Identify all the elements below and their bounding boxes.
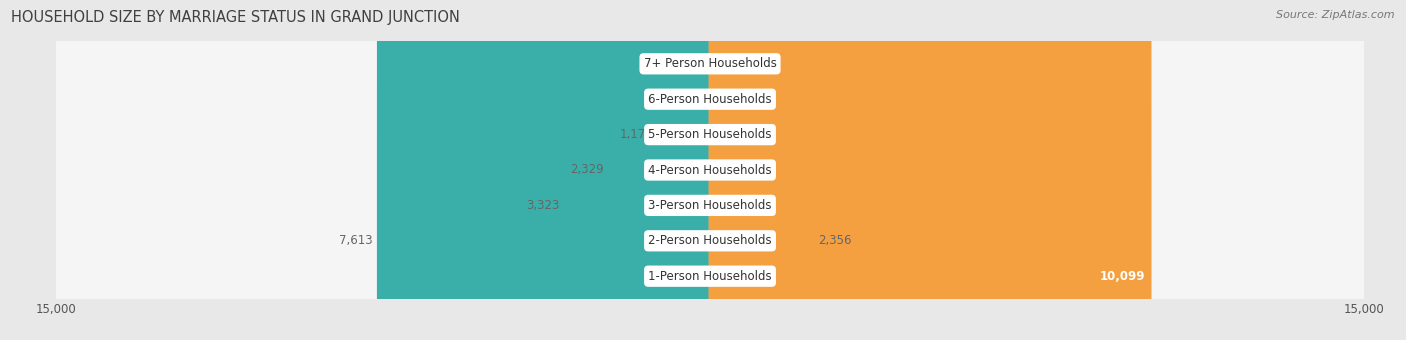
Text: 3,323: 3,323: [527, 199, 560, 212]
FancyBboxPatch shape: [682, 0, 711, 340]
FancyBboxPatch shape: [709, 0, 720, 340]
Text: 1-Person Households: 1-Person Households: [648, 270, 772, 283]
Text: 7,613: 7,613: [339, 234, 373, 247]
FancyBboxPatch shape: [48, 0, 1372, 340]
Text: 21: 21: [716, 93, 731, 106]
FancyBboxPatch shape: [709, 0, 713, 340]
Text: 1,178: 1,178: [620, 128, 654, 141]
Text: 5-Person Households: 5-Person Households: [648, 128, 772, 141]
Text: 2,329: 2,329: [569, 164, 603, 176]
FancyBboxPatch shape: [564, 0, 711, 340]
Text: 3-Person Households: 3-Person Households: [648, 199, 772, 212]
Text: 38: 38: [717, 128, 731, 141]
FancyBboxPatch shape: [709, 0, 814, 340]
FancyBboxPatch shape: [702, 0, 711, 340]
Text: 4-Person Households: 4-Person Households: [648, 164, 772, 176]
Text: 7+ Person Households: 7+ Person Households: [644, 57, 776, 70]
FancyBboxPatch shape: [607, 0, 711, 340]
FancyBboxPatch shape: [709, 0, 718, 340]
Text: 151: 151: [721, 164, 744, 176]
FancyBboxPatch shape: [48, 0, 1372, 340]
FancyBboxPatch shape: [48, 0, 1372, 340]
FancyBboxPatch shape: [658, 0, 711, 340]
Text: 204: 204: [724, 199, 747, 212]
Text: 2,356: 2,356: [818, 234, 852, 247]
Text: Source: ZipAtlas.com: Source: ZipAtlas.com: [1277, 10, 1395, 20]
Text: HOUSEHOLD SIZE BY MARRIAGE STATUS IN GRAND JUNCTION: HOUSEHOLD SIZE BY MARRIAGE STATUS IN GRA…: [11, 10, 460, 25]
Text: 12: 12: [716, 57, 731, 70]
Text: 6-Person Households: 6-Person Households: [648, 93, 772, 106]
FancyBboxPatch shape: [377, 0, 711, 340]
FancyBboxPatch shape: [48, 0, 1372, 340]
Text: 2-Person Households: 2-Person Households: [648, 234, 772, 247]
FancyBboxPatch shape: [48, 0, 1372, 340]
FancyBboxPatch shape: [709, 0, 711, 340]
FancyBboxPatch shape: [709, 0, 1152, 340]
Text: 10,099: 10,099: [1099, 270, 1144, 283]
FancyBboxPatch shape: [48, 0, 1372, 340]
Text: 160: 160: [675, 57, 697, 70]
Text: 609: 609: [655, 93, 678, 106]
FancyBboxPatch shape: [48, 0, 1372, 340]
FancyBboxPatch shape: [709, 0, 713, 340]
